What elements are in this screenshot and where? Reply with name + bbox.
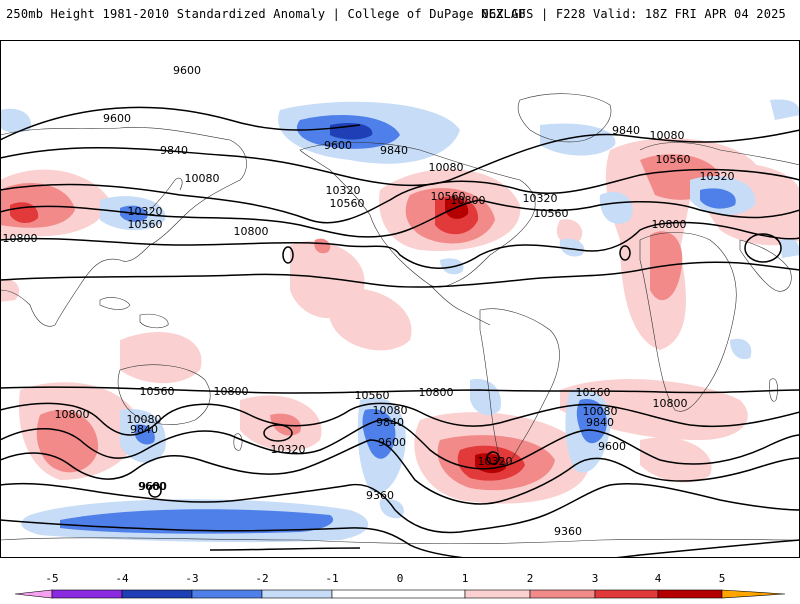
contour-label: 10560 <box>576 386 611 399</box>
contour-label: 10320 <box>478 455 513 468</box>
contour-label: 10320 <box>700 170 735 183</box>
contour-label: 9600 <box>378 436 406 449</box>
contour-label: 9360 <box>554 525 582 538</box>
colorbar-swatch-pos2 <box>529 589 596 599</box>
contour-label: 10560 <box>656 153 691 166</box>
colorbar-swatch-neg4 <box>51 589 123 599</box>
contour-label: 10320 <box>326 184 361 197</box>
contour-label: 9600 <box>138 480 166 493</box>
contour-label: 10560 <box>355 389 390 402</box>
contour-label: 10800 <box>652 218 687 231</box>
contour-label: 10800 <box>653 397 688 410</box>
contour-label: 10560 <box>128 218 163 231</box>
contour-label: 10080 <box>650 129 685 142</box>
contour-label: 10080 <box>127 413 162 426</box>
colorbar-tick-label: 2 <box>527 572 534 585</box>
colorbar-swatch-neg5 <box>14 589 53 599</box>
contour-label: 9600 <box>598 440 626 453</box>
colorbar-swatch-neg3 <box>121 589 193 599</box>
contour-label: 10800 <box>419 386 454 399</box>
colorbar-tick-label: 0 <box>397 572 404 585</box>
contour-label: 9840 <box>160 144 188 157</box>
contour-label: 10560 <box>140 385 175 398</box>
contour-label: 10320 <box>128 205 163 218</box>
contour-label: 9600 <box>103 112 131 125</box>
colorbar-tick-label: -4 <box>115 572 129 585</box>
contour-label: 10080 <box>429 161 464 174</box>
contour-label: 9600 <box>139 480 167 493</box>
colorbar-swatch-pos5 <box>721 589 786 599</box>
colorbar-tick-label: 5 <box>719 572 726 585</box>
contour-label: 10320 <box>523 192 558 205</box>
colorbar-swatch-pos3 <box>594 589 659 599</box>
colorbar-tick-label: -5 <box>45 572 58 585</box>
map-title: 250mb Height 1981-2010 Standardized Anom… <box>6 7 526 21</box>
contour-label: 10080 <box>583 405 618 418</box>
contour-label: 10560 <box>534 207 569 220</box>
colorbar-swatch-pos4 <box>657 589 723 599</box>
colorbar: -5 -4 -3 -2 -1 0 1 2 3 4 5 <box>0 570 800 600</box>
contour-labels: 9600 9600 9840 10080 10320 10560 10800 9… <box>3 64 735 538</box>
contour-label: 9840 <box>380 144 408 157</box>
contour-label: 10800 <box>214 385 249 398</box>
coastlines <box>0 93 800 545</box>
contour-label: 10560 <box>431 190 466 203</box>
map-canvas: 9600 9600 9840 10080 10320 10560 10800 9… <box>0 40 800 558</box>
contour-label: 9840 <box>612 124 640 137</box>
colorbar-ticks-labels: -5 -4 -3 -2 -1 0 1 2 3 4 5 <box>45 572 725 585</box>
contour-label: 9600 <box>324 139 352 152</box>
contour-label: 10800 <box>3 232 38 245</box>
colorbar-tick-label: 1 <box>462 572 469 585</box>
colorbar-swatch-neg2 <box>191 589 263 599</box>
contour-label: 10800 <box>234 225 269 238</box>
colorbar-swatch-pos1 <box>464 589 531 599</box>
header: 250mb Height 1981-2010 Standardized Anom… <box>0 0 800 28</box>
colorbar-tick-label: -1 <box>325 572 338 585</box>
colorbar-tick-label: 4 <box>655 572 662 585</box>
contour-label: 9360 <box>366 489 394 502</box>
contour-label: 10560 <box>330 197 365 210</box>
colorbar-tick-label: -2 <box>255 572 268 585</box>
contour-label: 9840 <box>586 416 614 429</box>
contour-label: 10800 <box>451 194 486 207</box>
model-valid-time: 06Z GFS | F228 Valid: 18Z FRI APR 04 202… <box>481 7 786 21</box>
colorbar-swatches <box>14 589 786 599</box>
contour-label: 10320 <box>271 443 306 456</box>
colorbar-tick-label: -3 <box>185 572 198 585</box>
height-contours <box>0 106 800 558</box>
contour-label: 10080 <box>185 172 220 185</box>
contour-label: 10800 <box>55 408 90 421</box>
anomaly-map: 9600 9600 9840 10080 10320 10560 10800 9… <box>0 40 800 558</box>
colorbar-swatch-zero <box>331 589 466 599</box>
contour-label: 10080 <box>373 404 408 417</box>
contour-label: 9840 <box>130 423 158 436</box>
colorbar-swatch-neg1 <box>261 589 333 599</box>
contour-label: 9840 <box>376 416 404 429</box>
contour-label: 9600 <box>173 64 201 77</box>
colorbar-tick-label: 3 <box>592 572 599 585</box>
